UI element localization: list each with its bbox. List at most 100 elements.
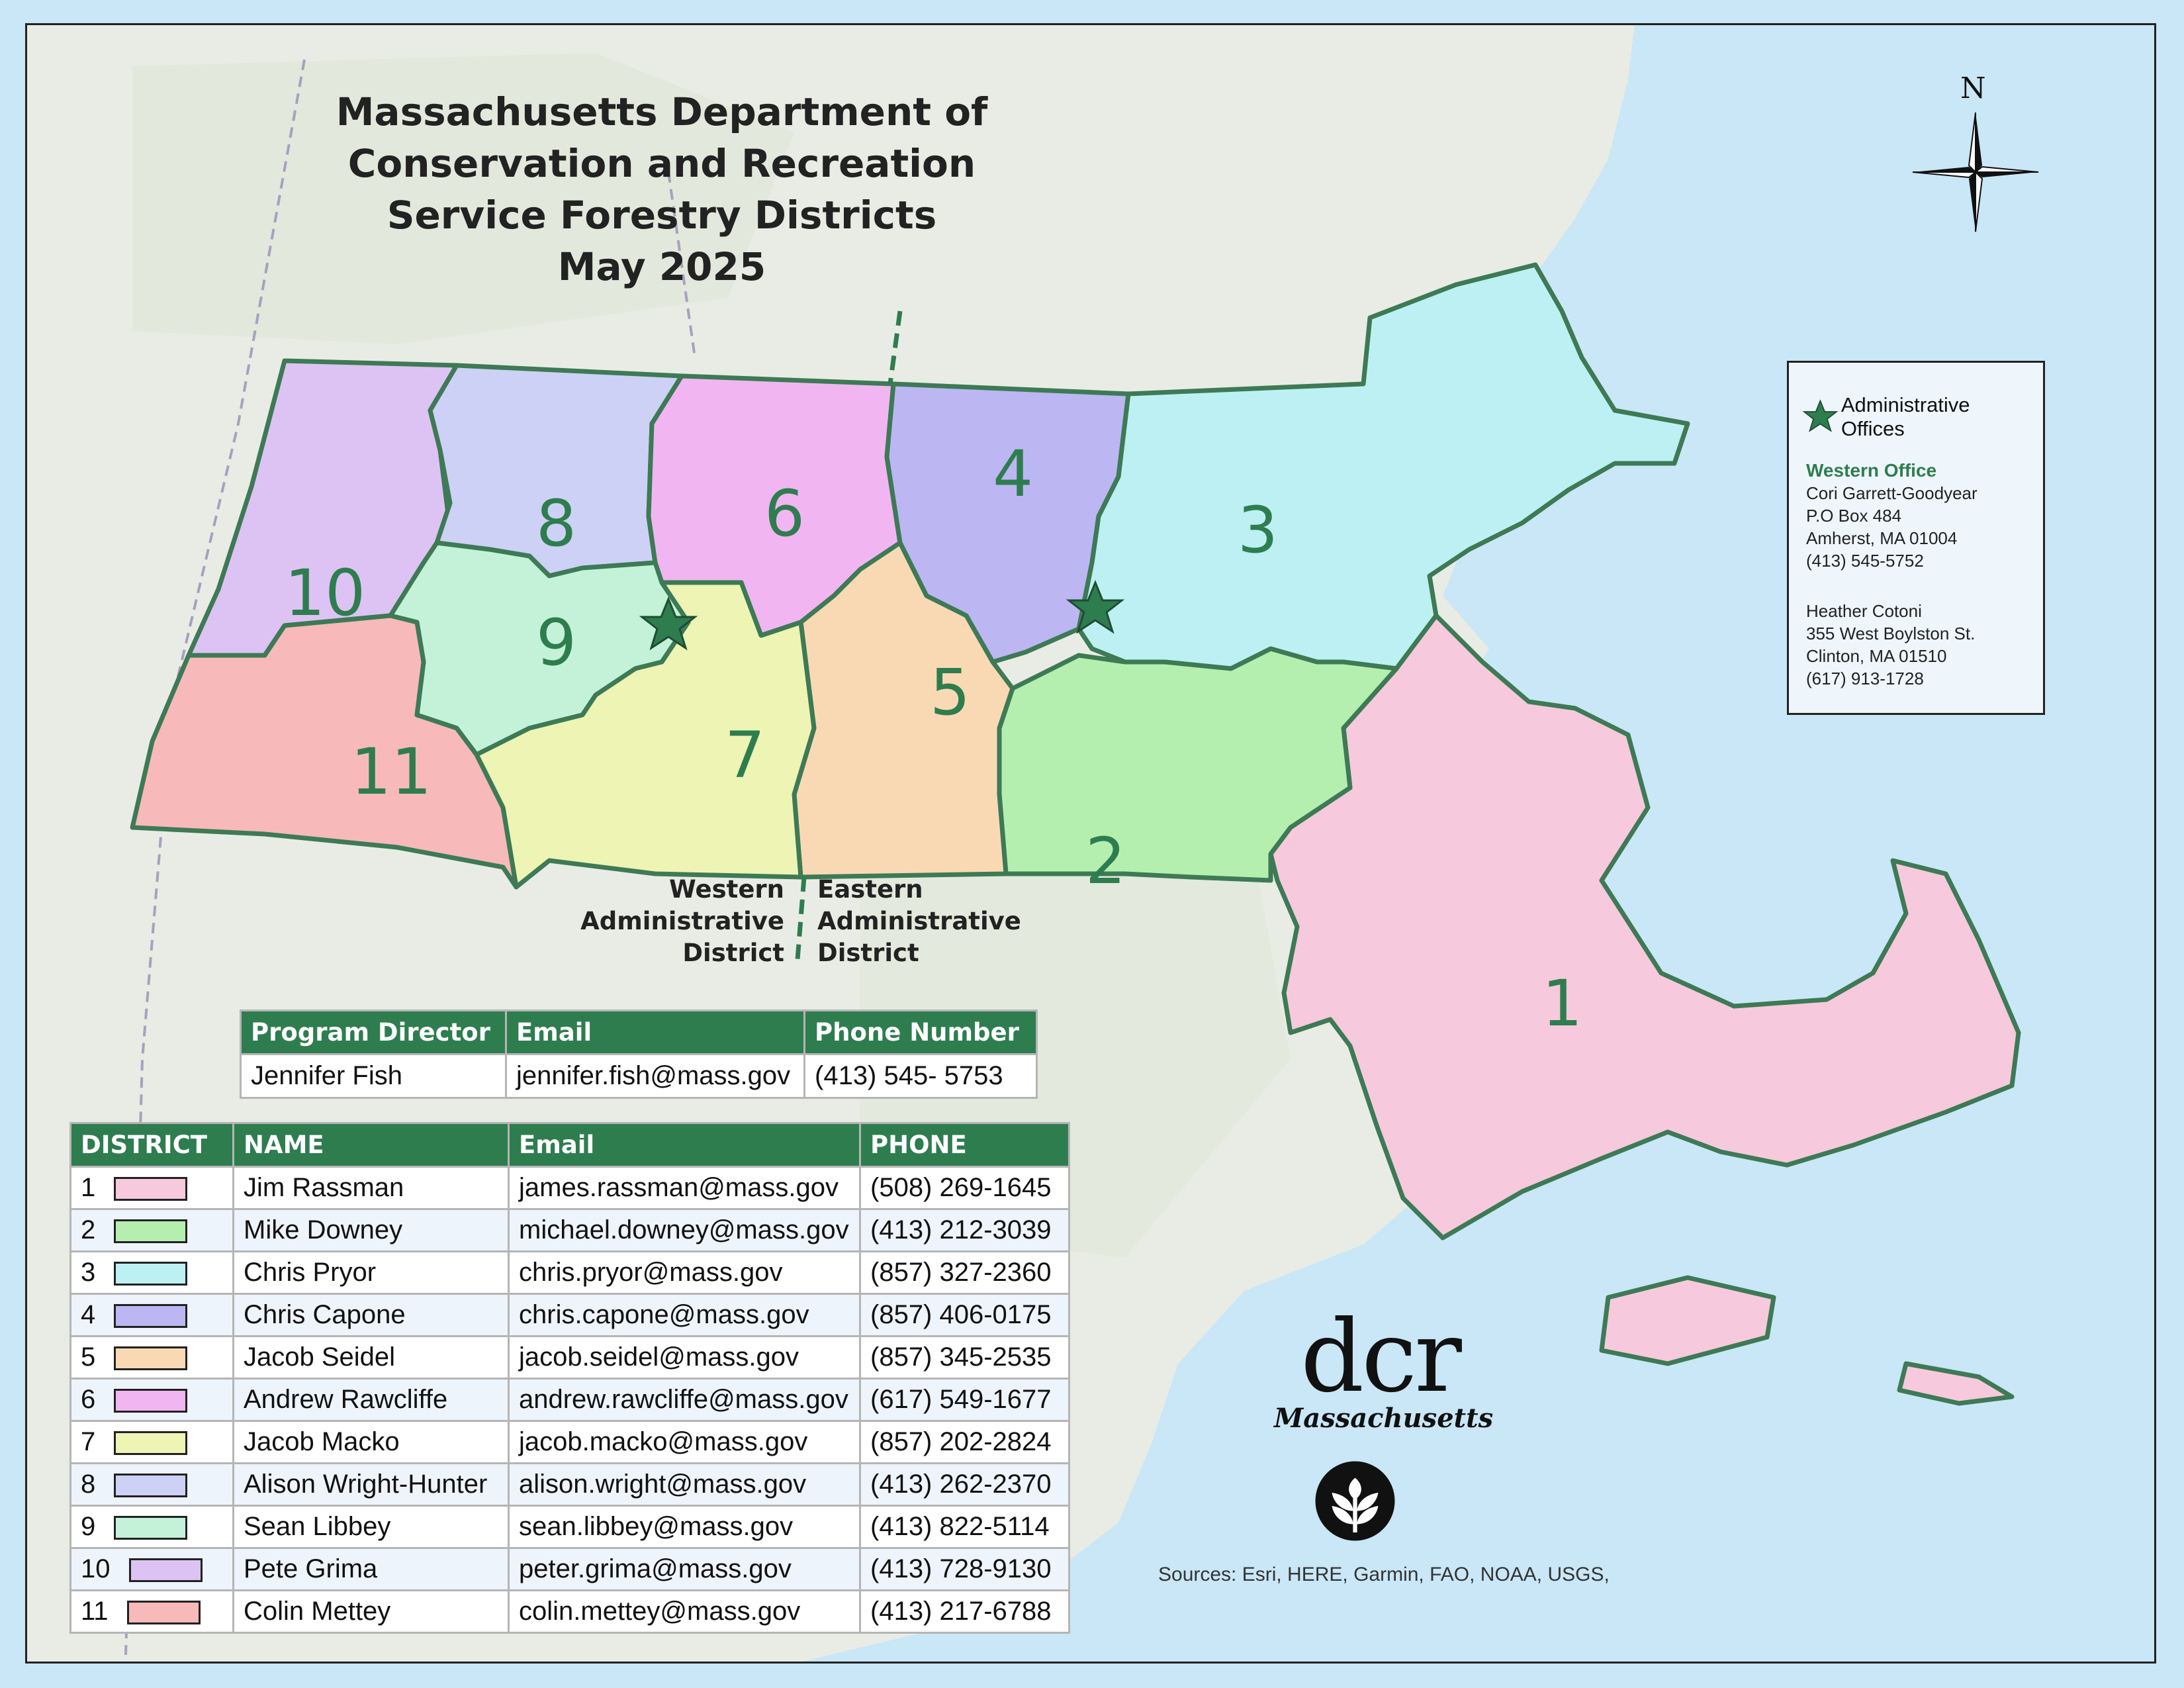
district-number: 1 — [81, 1173, 96, 1202]
forester-email[interactable]: andrew.rawcliffe@mass.gov — [508, 1378, 861, 1422]
forester-phone: (413) 212-3039 — [859, 1208, 1070, 1252]
eastern-label-line-2: Administrative — [817, 907, 1021, 935]
district-color-swatch — [114, 1304, 188, 1329]
forester-name: Jacob Seidel — [232, 1335, 510, 1380]
email-col-header: Email — [508, 1122, 861, 1168]
forester-name: Chris Capone — [232, 1293, 510, 1337]
forester-email[interactable]: chris.pryor@mass.gov — [508, 1250, 861, 1295]
district-number-cell: 1 — [69, 1166, 234, 1210]
district-number-cell: 8 — [69, 1462, 234, 1507]
district-row: 2 Mike Downey michael.downey@mass.gov (413)… — [69, 1208, 1070, 1252]
director-col-header: Program Director — [240, 1009, 507, 1055]
eastern-office-star[interactable] — [1066, 580, 1125, 634]
district-number: 4 — [81, 1300, 96, 1329]
director-email[interactable]: jennifer.fish@mass.gov — [505, 1053, 805, 1099]
dcr-logo-state: Massachusetts — [1274, 1403, 1494, 1434]
district-number-cell: 3 — [69, 1250, 234, 1295]
district-row: 7 Jacob Macko jacob.macko@mass.gov (857) 20… — [69, 1420, 1070, 1464]
district-number-cell: 5 — [69, 1335, 234, 1380]
title-line-1: Massachusetts Department of Conservation… — [336, 89, 988, 186]
title-line-2: Service Forestry Districts — [387, 193, 937, 238]
district-color-swatch — [114, 1177, 188, 1201]
eastern-office-addr1: 355 West Boylston St. — [1806, 624, 1976, 643]
north-label: N — [1960, 71, 1986, 105]
district-row: 3 Chris Pryor chris.pryor@mass.gov (857) 32… — [69, 1250, 1070, 1295]
district-color-swatch — [114, 1262, 188, 1286]
forester-email[interactable]: alison.wright@mass.gov — [508, 1462, 861, 1507]
district-11-area[interactable] — [130, 613, 519, 890]
forester-name: Jim Rassman — [232, 1166, 510, 1210]
eastern-office-addr2: Clinton, MA 01510 — [1806, 646, 1947, 666]
district-number-cell: 11 — [69, 1589, 234, 1634]
forester-name: Sean Libbey — [232, 1505, 510, 1549]
forester-name: Pete Grima — [232, 1547, 510, 1591]
district-header-row: DISTRICT NAME Email PHONE — [69, 1122, 1070, 1168]
forester-name: Jacob Macko — [232, 1420, 510, 1464]
district-number-cell: 4 — [69, 1293, 234, 1337]
sources-attribution: Sources: Esri, HERE, Garmin, FAO, NOAA, … — [1158, 1564, 1610, 1585]
forester-email[interactable]: sean.libbey@mass.gov — [508, 1505, 861, 1549]
name-col-header: NAME — [232, 1122, 510, 1168]
forester-email[interactable]: jacob.macko@mass.gov — [508, 1420, 861, 1464]
forester-phone: (857) 345-2535 — [859, 1335, 1070, 1380]
district-label-3: 3 — [1238, 493, 1279, 567]
north-arrow-icon — [1912, 112, 2039, 232]
district-row: 1 Jim Rassman james.rassman@mass.gov (508) … — [69, 1166, 1070, 1210]
district-row: 8 Alison Wright-Hunter alison.wright@mass.… — [69, 1462, 1070, 1507]
district-label-9: 9 — [536, 606, 577, 680]
district-number: 3 — [81, 1258, 96, 1287]
forester-name: Chris Pryor — [232, 1250, 510, 1295]
district-label-2: 2 — [1085, 824, 1126, 898]
email-col-header: Email — [505, 1009, 805, 1055]
forester-phone: (857) 202-2824 — [859, 1420, 1070, 1464]
district-label-8: 8 — [536, 487, 577, 561]
district-contacts-table: DISTRICT NAME Email PHONE 1 Jim Rassman ja… — [69, 1122, 1070, 1634]
districts-layer — [130, 262, 2021, 1406]
forester-email[interactable]: peter.grima@mass.gov — [508, 1547, 861, 1591]
leaf-seal-icon — [1315, 1461, 1395, 1541]
director-phone: (413) 545- 5753 — [803, 1053, 1038, 1099]
district-label-11: 11 — [351, 735, 432, 809]
district-number: 8 — [81, 1470, 96, 1499]
district-color-swatch — [114, 1346, 188, 1371]
forester-email[interactable]: jacob.seidel@mass.gov — [508, 1335, 861, 1380]
district-2-area[interactable] — [997, 646, 1399, 883]
dcr-logo-text: dcr — [1300, 1299, 1462, 1415]
eastern-office-contact: Heather Cotoni — [1806, 601, 1922, 621]
forester-phone: (413) 262-2370 — [859, 1462, 1070, 1507]
district-number: 6 — [81, 1385, 96, 1414]
district-number: 9 — [81, 1512, 96, 1541]
district-number: 2 — [81, 1215, 96, 1244]
district-1-island[interactable] — [1897, 1361, 2015, 1406]
district-color-swatch — [128, 1558, 203, 1583]
eastern-office-phone: (617) 913-1728 — [1806, 669, 1924, 688]
western-office-star[interactable] — [639, 596, 698, 651]
western-label-line-2: Administrative — [580, 907, 784, 935]
forester-phone: (617) 549-1677 — [859, 1378, 1070, 1422]
district-3-area[interactable] — [1076, 262, 1690, 671]
title-line-3: May 2025 — [557, 244, 766, 289]
district-1-island[interactable] — [1599, 1275, 1776, 1366]
forester-email[interactable]: colin.mettey@mass.gov — [508, 1589, 861, 1634]
state-border — [667, 171, 696, 358]
western-office-name: Western Office — [1806, 460, 1937, 481]
director-name: Jennifer Fish — [240, 1053, 507, 1099]
district-label-10: 10 — [285, 556, 366, 630]
director-row: Jennifer Fish jennifer.fish@mass.gov (41… — [240, 1053, 1038, 1099]
director-header-row: Program Director Email Phone Number — [240, 1009, 1038, 1055]
district-row: 10 Pete Grima peter.grima@mass.gov (413) 72… — [69, 1547, 1070, 1591]
district-number: 11 — [81, 1597, 109, 1626]
forester-email[interactable]: michael.downey@mass.gov — [508, 1208, 861, 1252]
forester-email[interactable]: chris.capone@mass.gov — [508, 1293, 861, 1337]
district-number-cell: 10 — [69, 1547, 234, 1591]
forester-email[interactable]: james.rassman@mass.gov — [508, 1166, 861, 1210]
district-row: 9 Sean Libbey sean.libbey@mass.gov (413) 82… — [69, 1505, 1070, 1549]
district-label-7: 7 — [725, 718, 766, 792]
eastern-admin-district-label: Eastern Administrative District — [817, 874, 1056, 969]
district-color-swatch — [114, 1431, 188, 1456]
forester-name: Mike Downey — [232, 1208, 510, 1252]
district-1-area[interactable] — [1268, 613, 2021, 1241]
legend-symbol-label: Administrative Offices — [1841, 393, 1970, 440]
district-number: 7 — [81, 1427, 96, 1456]
district-color-swatch — [114, 1389, 188, 1413]
